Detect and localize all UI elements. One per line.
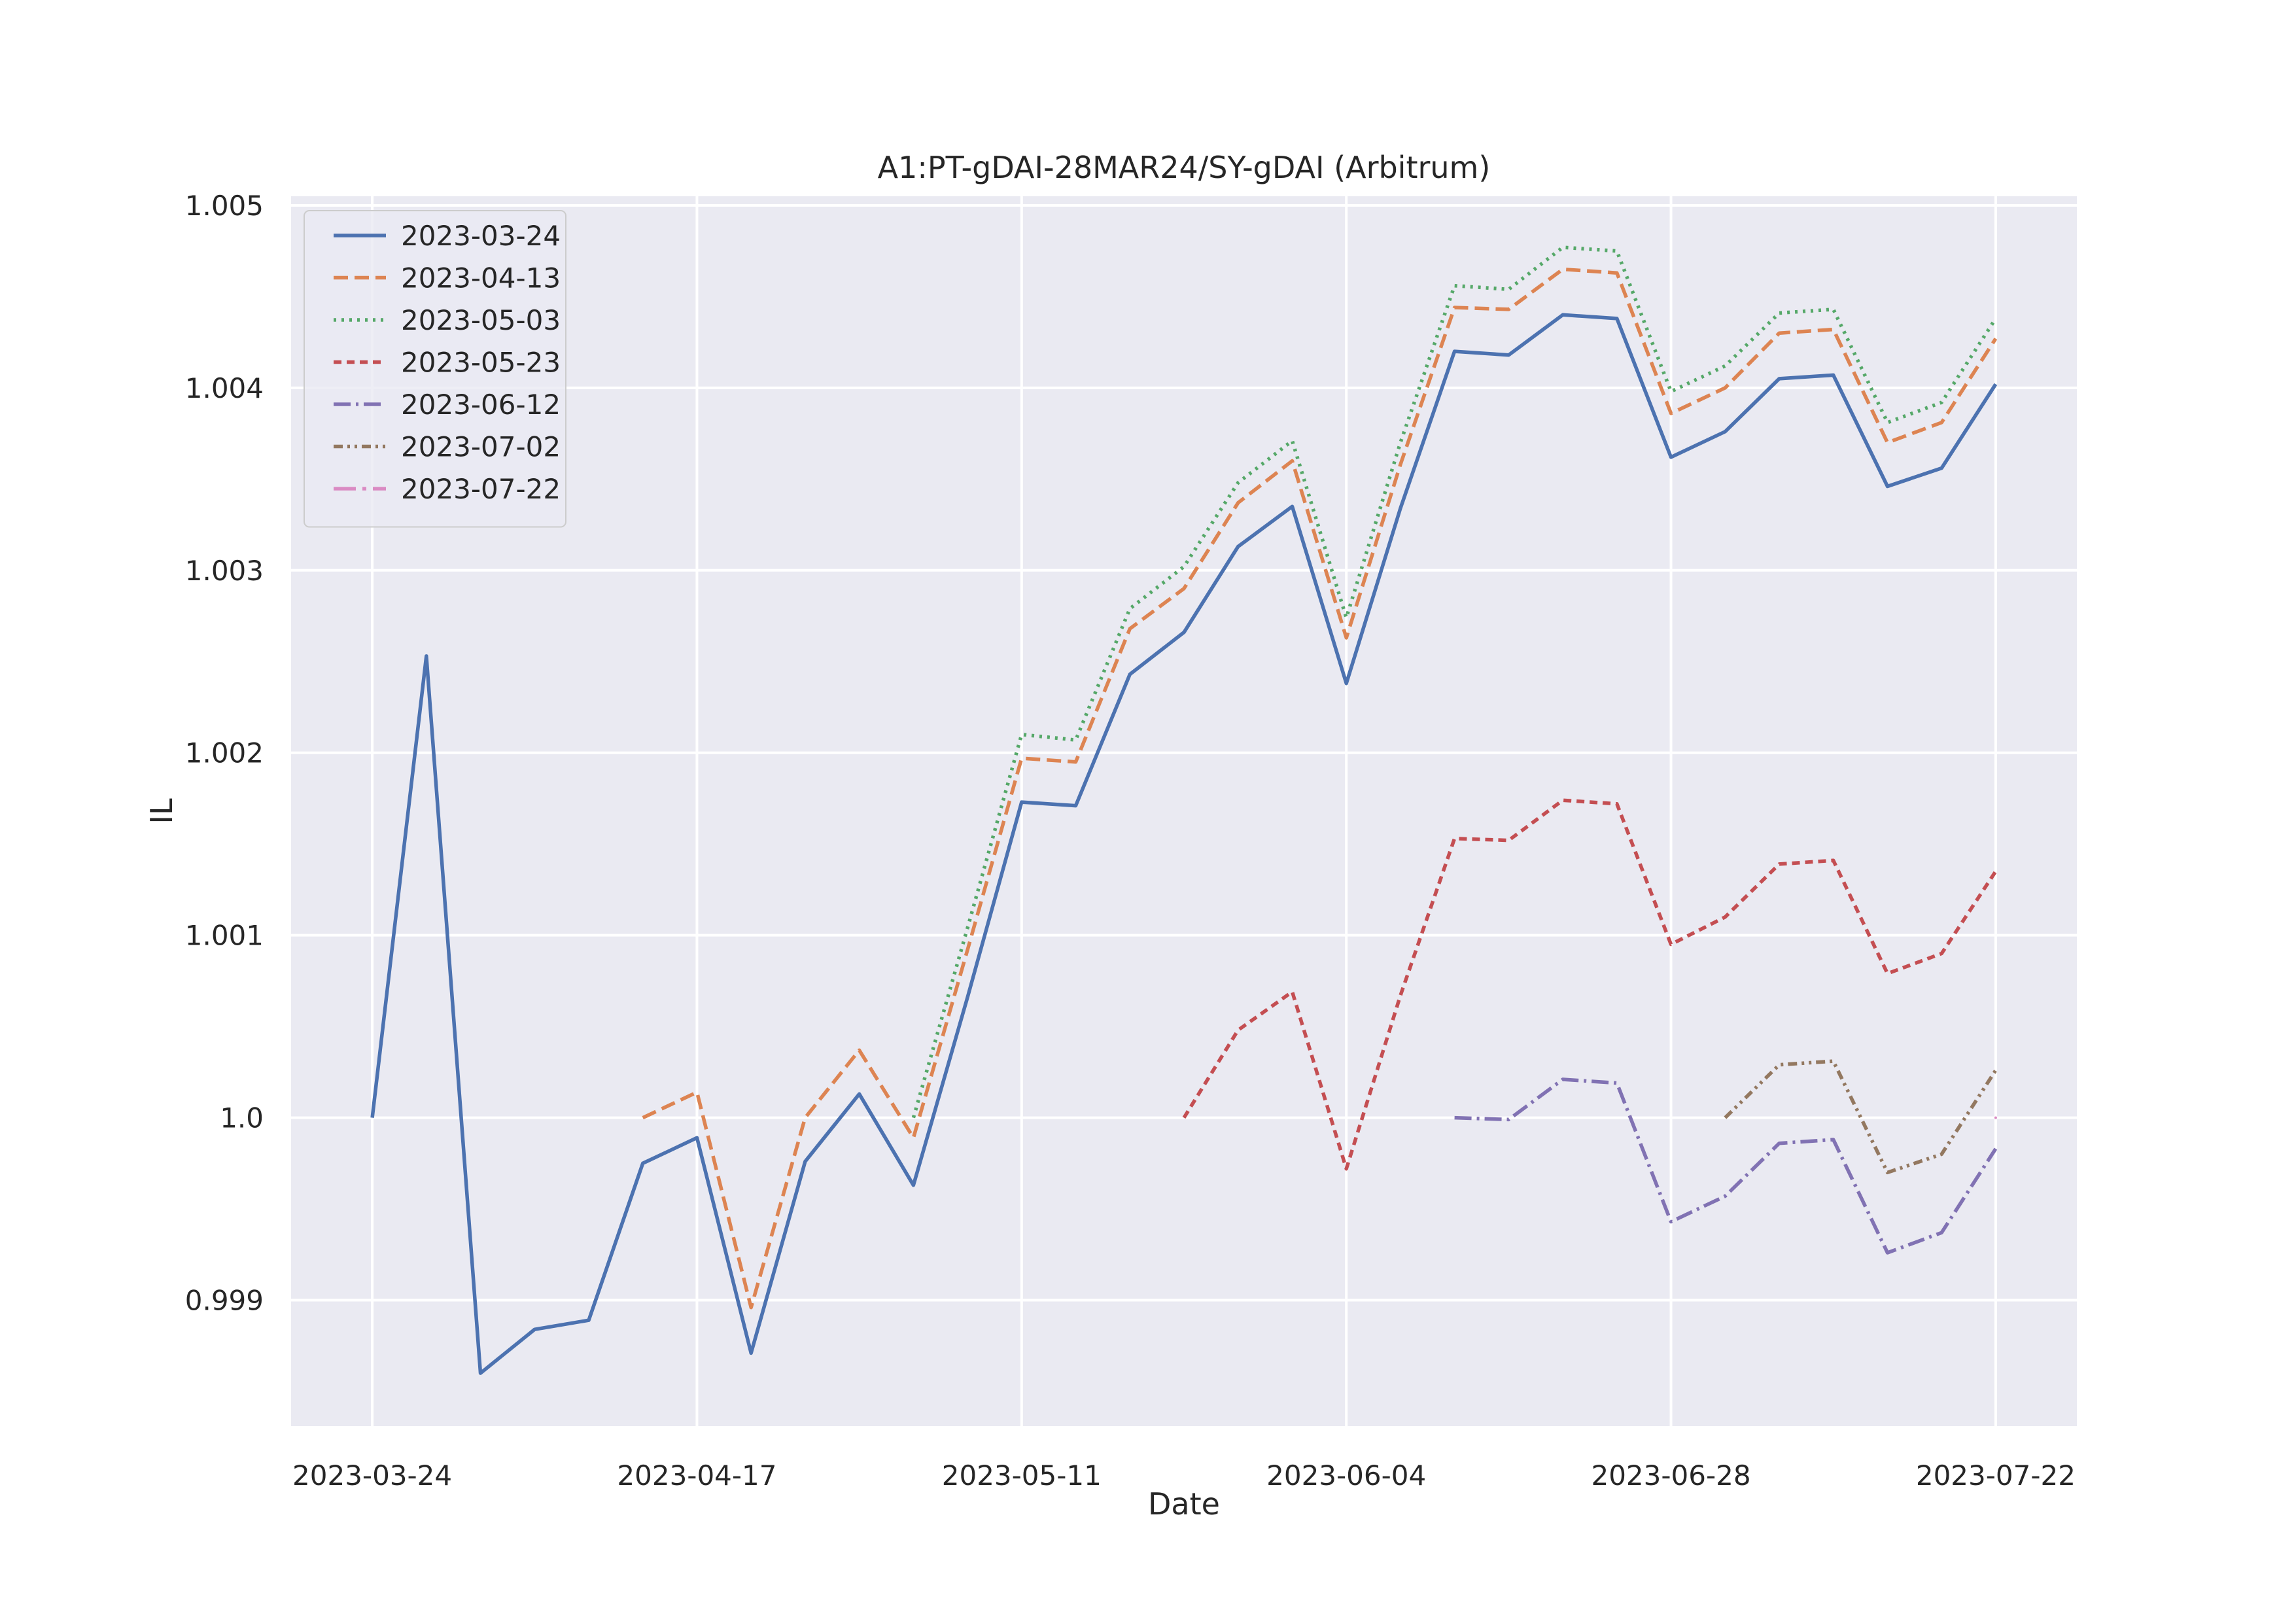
y-tick-label: 1.003 xyxy=(185,555,264,587)
x-tick-label: 2023-05-11 xyxy=(942,1459,1102,1492)
y-tick-labels: 0.999 1.0 1.001 1.002 1.003 1.004 1.005 xyxy=(185,190,264,1317)
legend-label: 2023-05-03 xyxy=(401,304,561,336)
x-tick-label: 2023-03-24 xyxy=(292,1459,452,1492)
x-tick-label: 2023-07-22 xyxy=(1916,1459,2076,1492)
y-tick-label: 0.999 xyxy=(185,1285,264,1317)
legend-label: 2023-03-24 xyxy=(401,220,561,252)
plot-area xyxy=(291,196,2077,1426)
legend-label: 2023-07-02 xyxy=(401,431,561,463)
x-tick-label: 2023-04-17 xyxy=(617,1459,776,1492)
legend-label: 2023-04-13 xyxy=(401,262,561,294)
x-tick-label: 2023-06-04 xyxy=(1266,1459,1426,1492)
y-tick-label: 1.001 xyxy=(185,920,264,952)
series-point-2023-07-22 xyxy=(1994,1116,1997,1119)
legend-label: 2023-06-12 xyxy=(401,389,561,421)
x-axis-label: Date xyxy=(1148,1486,1220,1522)
legend: 2023-03-24 2023-04-13 2023-05-03 2023-05-23… xyxy=(304,210,566,528)
series-line-2023-04-13 xyxy=(642,267,1998,1310)
legend-label: 2023-05-23 xyxy=(401,347,561,379)
series-lines xyxy=(370,245,1998,1375)
x-tick-label: 2023-06-28 xyxy=(1591,1459,1750,1492)
y-tick-label: 1.005 xyxy=(185,190,264,222)
legend-label: 2023-07-22 xyxy=(401,473,561,505)
chart-title: A1:PT-gDAI-28MAR24/SY-gDAI (Arbitrum) xyxy=(878,150,1491,185)
y-tick-label: 1.0 xyxy=(220,1102,264,1134)
y-tick-label: 1.002 xyxy=(185,737,264,769)
series-line-2023-03-24 xyxy=(370,313,1998,1375)
series-line-2023-07-02 xyxy=(1724,1059,1998,1175)
y-axis-label: IL xyxy=(144,798,179,824)
grid xyxy=(291,196,2077,1426)
series-line-2023-05-23 xyxy=(1182,798,1998,1171)
series-line-2023-06-12 xyxy=(1454,1077,1998,1255)
y-tick-label: 1.004 xyxy=(185,372,264,404)
x-tick-labels: 2023-03-24 2023-04-17 2023-05-11 2023-06-04… xyxy=(292,1459,2076,1492)
